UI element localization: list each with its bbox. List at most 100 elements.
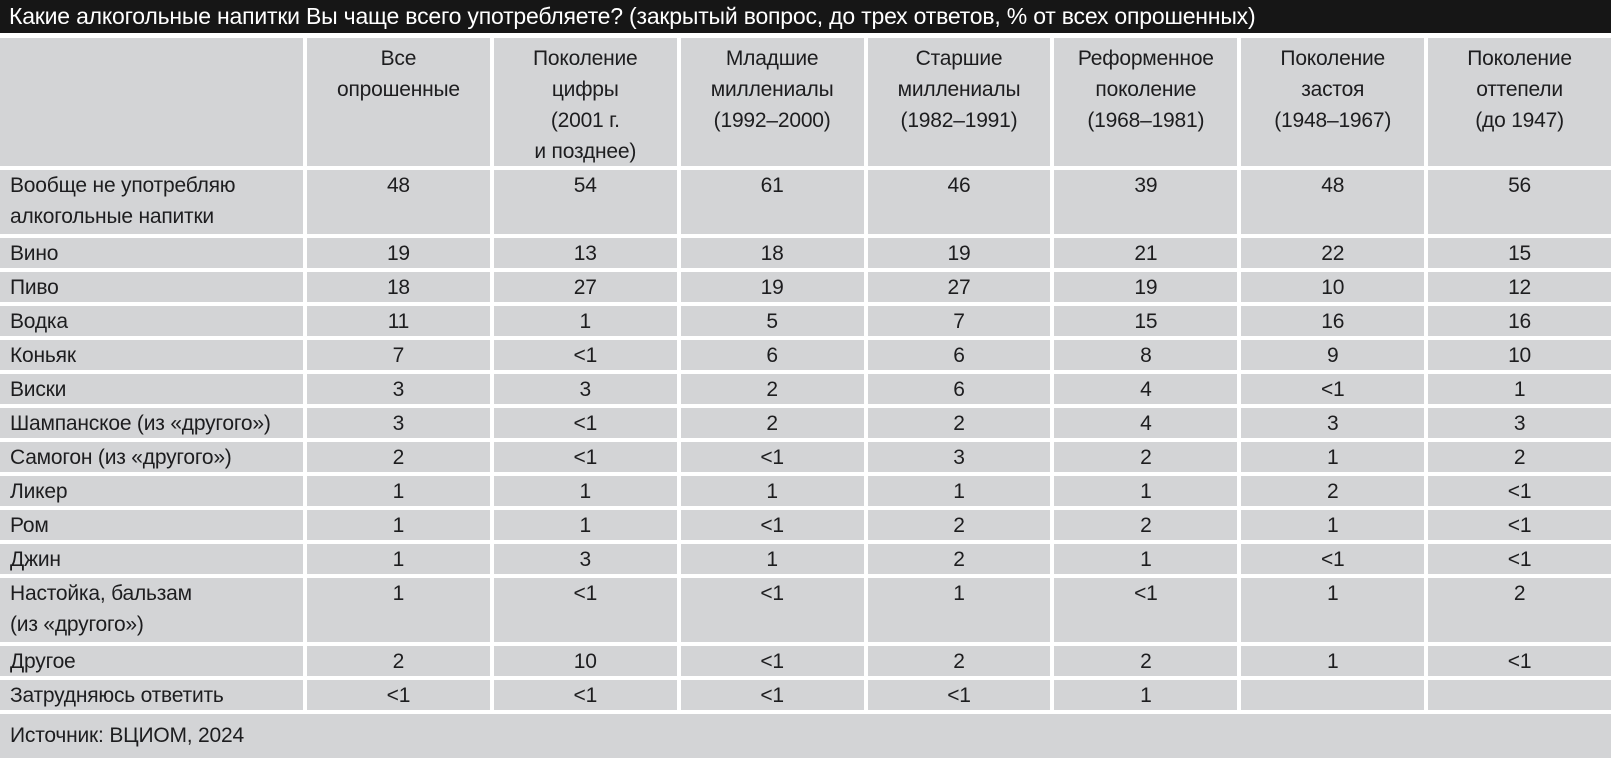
column-header: Реформенное поколение (1968–1981) [1054,38,1238,166]
source-bar: Источник: ВЦИОМ, 2024 [0,714,1611,758]
value-cell: 1 [867,476,1051,506]
value-cell: 1 [1241,578,1425,642]
value-cell: 1 [307,578,490,642]
column-header: Все опрошенные [307,38,490,166]
value-cell: 2 [680,408,864,438]
value-cell: 2 [1428,578,1611,642]
value-cell: 1 [1054,544,1238,574]
value-cell: 2 [867,408,1051,438]
value-cell: 3 [867,442,1051,472]
value-cell: 5 [680,306,864,336]
value-cell: 11 [307,306,490,336]
value-cell: <1 [1428,646,1611,676]
value-cell: 1 [1241,442,1425,472]
value-cell: 2 [867,544,1051,574]
value-cell: 4 [1054,408,1238,438]
value-cell: <1 [680,578,864,642]
value-cell: 54 [493,170,677,234]
value-cell: 1 [1428,374,1611,404]
column-header: Поколение оттепели (до 1947) [1428,38,1611,166]
value-cell: <1 [680,680,864,710]
value-cell: <1 [1241,544,1425,574]
row-label: Водка [0,306,303,336]
value-cell: 6 [867,374,1051,404]
value-cell: 1 [1054,680,1238,710]
value-cell: 1 [307,544,490,574]
row-label: Затрудняюсь ответить [0,680,303,710]
value-cell: 1 [1241,646,1425,676]
value-cell: 39 [1054,170,1238,234]
row-label: Виски [0,374,303,404]
column-header: Поколение цифры (2001 г. и позднее) [493,38,677,166]
value-cell: 2 [867,646,1051,676]
value-cell: <1 [493,680,677,710]
value-cell: 3 [1241,408,1425,438]
row-label: Пиво [0,272,303,302]
column-header: Старшие миллениалы (1982–1991) [867,38,1051,166]
value-cell: <1 [1428,544,1611,574]
value-cell: <1 [493,408,677,438]
row-label: Ликер [0,476,303,506]
value-cell: 1 [867,578,1051,642]
title-bar: Какие алкогольные напитки Вы чаще всего … [0,0,1611,33]
row-label: Шампанское (из «другого») [0,408,303,438]
page-title: Какие алкогольные напитки Вы чаще всего … [9,3,1256,29]
value-cell: 15 [1428,238,1611,268]
value-cell: <1 [307,680,490,710]
value-cell: 2 [1054,442,1238,472]
value-cell: 1 [307,476,490,506]
value-cell: 48 [1241,170,1425,234]
value-cell: 1 [493,510,677,540]
value-cell: <1 [493,442,677,472]
value-cell: <1 [867,680,1051,710]
value-cell: 10 [1241,272,1425,302]
value-cell: 12 [1428,272,1611,302]
value-cell: 46 [867,170,1051,234]
column-header: Младшие миллениалы (1992–2000) [680,38,864,166]
row-label: Другое [0,646,303,676]
value-cell: <1 [680,646,864,676]
value-cell: 19 [867,238,1051,268]
value-cell [1241,680,1425,710]
value-cell: 10 [493,646,677,676]
value-cell: 27 [493,272,677,302]
value-cell: 3 [493,374,677,404]
value-cell: 1 [680,544,864,574]
value-cell: 6 [680,340,864,370]
row-label: Коньяк [0,340,303,370]
value-cell: 56 [1428,170,1611,234]
value-cell: 19 [1054,272,1238,302]
value-cell: 7 [307,340,490,370]
value-cell: 2 [867,510,1051,540]
value-cell: 16 [1428,306,1611,336]
value-cell: 3 [307,374,490,404]
value-cell: 13 [493,238,677,268]
value-cell: <1 [680,442,864,472]
value-cell: 6 [867,340,1051,370]
value-cell: 2 [307,646,490,676]
row-label: Настойка, бальзам (из «другого») [0,578,303,642]
value-cell: 18 [680,238,864,268]
value-cell: 8 [1054,340,1238,370]
source-note: Источник: ВЦИОМ, 2024 [10,724,244,747]
row-label: Самогон (из «другого») [0,442,303,472]
value-cell: <1 [680,510,864,540]
value-cell: 4 [1054,374,1238,404]
value-cell: <1 [1428,476,1611,506]
corner-cell [0,38,303,166]
value-cell: 2 [1428,442,1611,472]
value-cell [1428,680,1611,710]
value-cell: 61 [680,170,864,234]
value-cell: 7 [867,306,1051,336]
value-cell: <1 [493,340,677,370]
value-cell: 3 [493,544,677,574]
value-cell: 27 [867,272,1051,302]
value-cell: 48 [307,170,490,234]
value-cell: 2 [680,374,864,404]
value-cell: 2 [307,442,490,472]
value-cell: 21 [1054,238,1238,268]
value-cell: 1 [493,306,677,336]
value-cell: 1 [680,476,864,506]
value-cell: 10 [1428,340,1611,370]
value-cell: <1 [1054,578,1238,642]
